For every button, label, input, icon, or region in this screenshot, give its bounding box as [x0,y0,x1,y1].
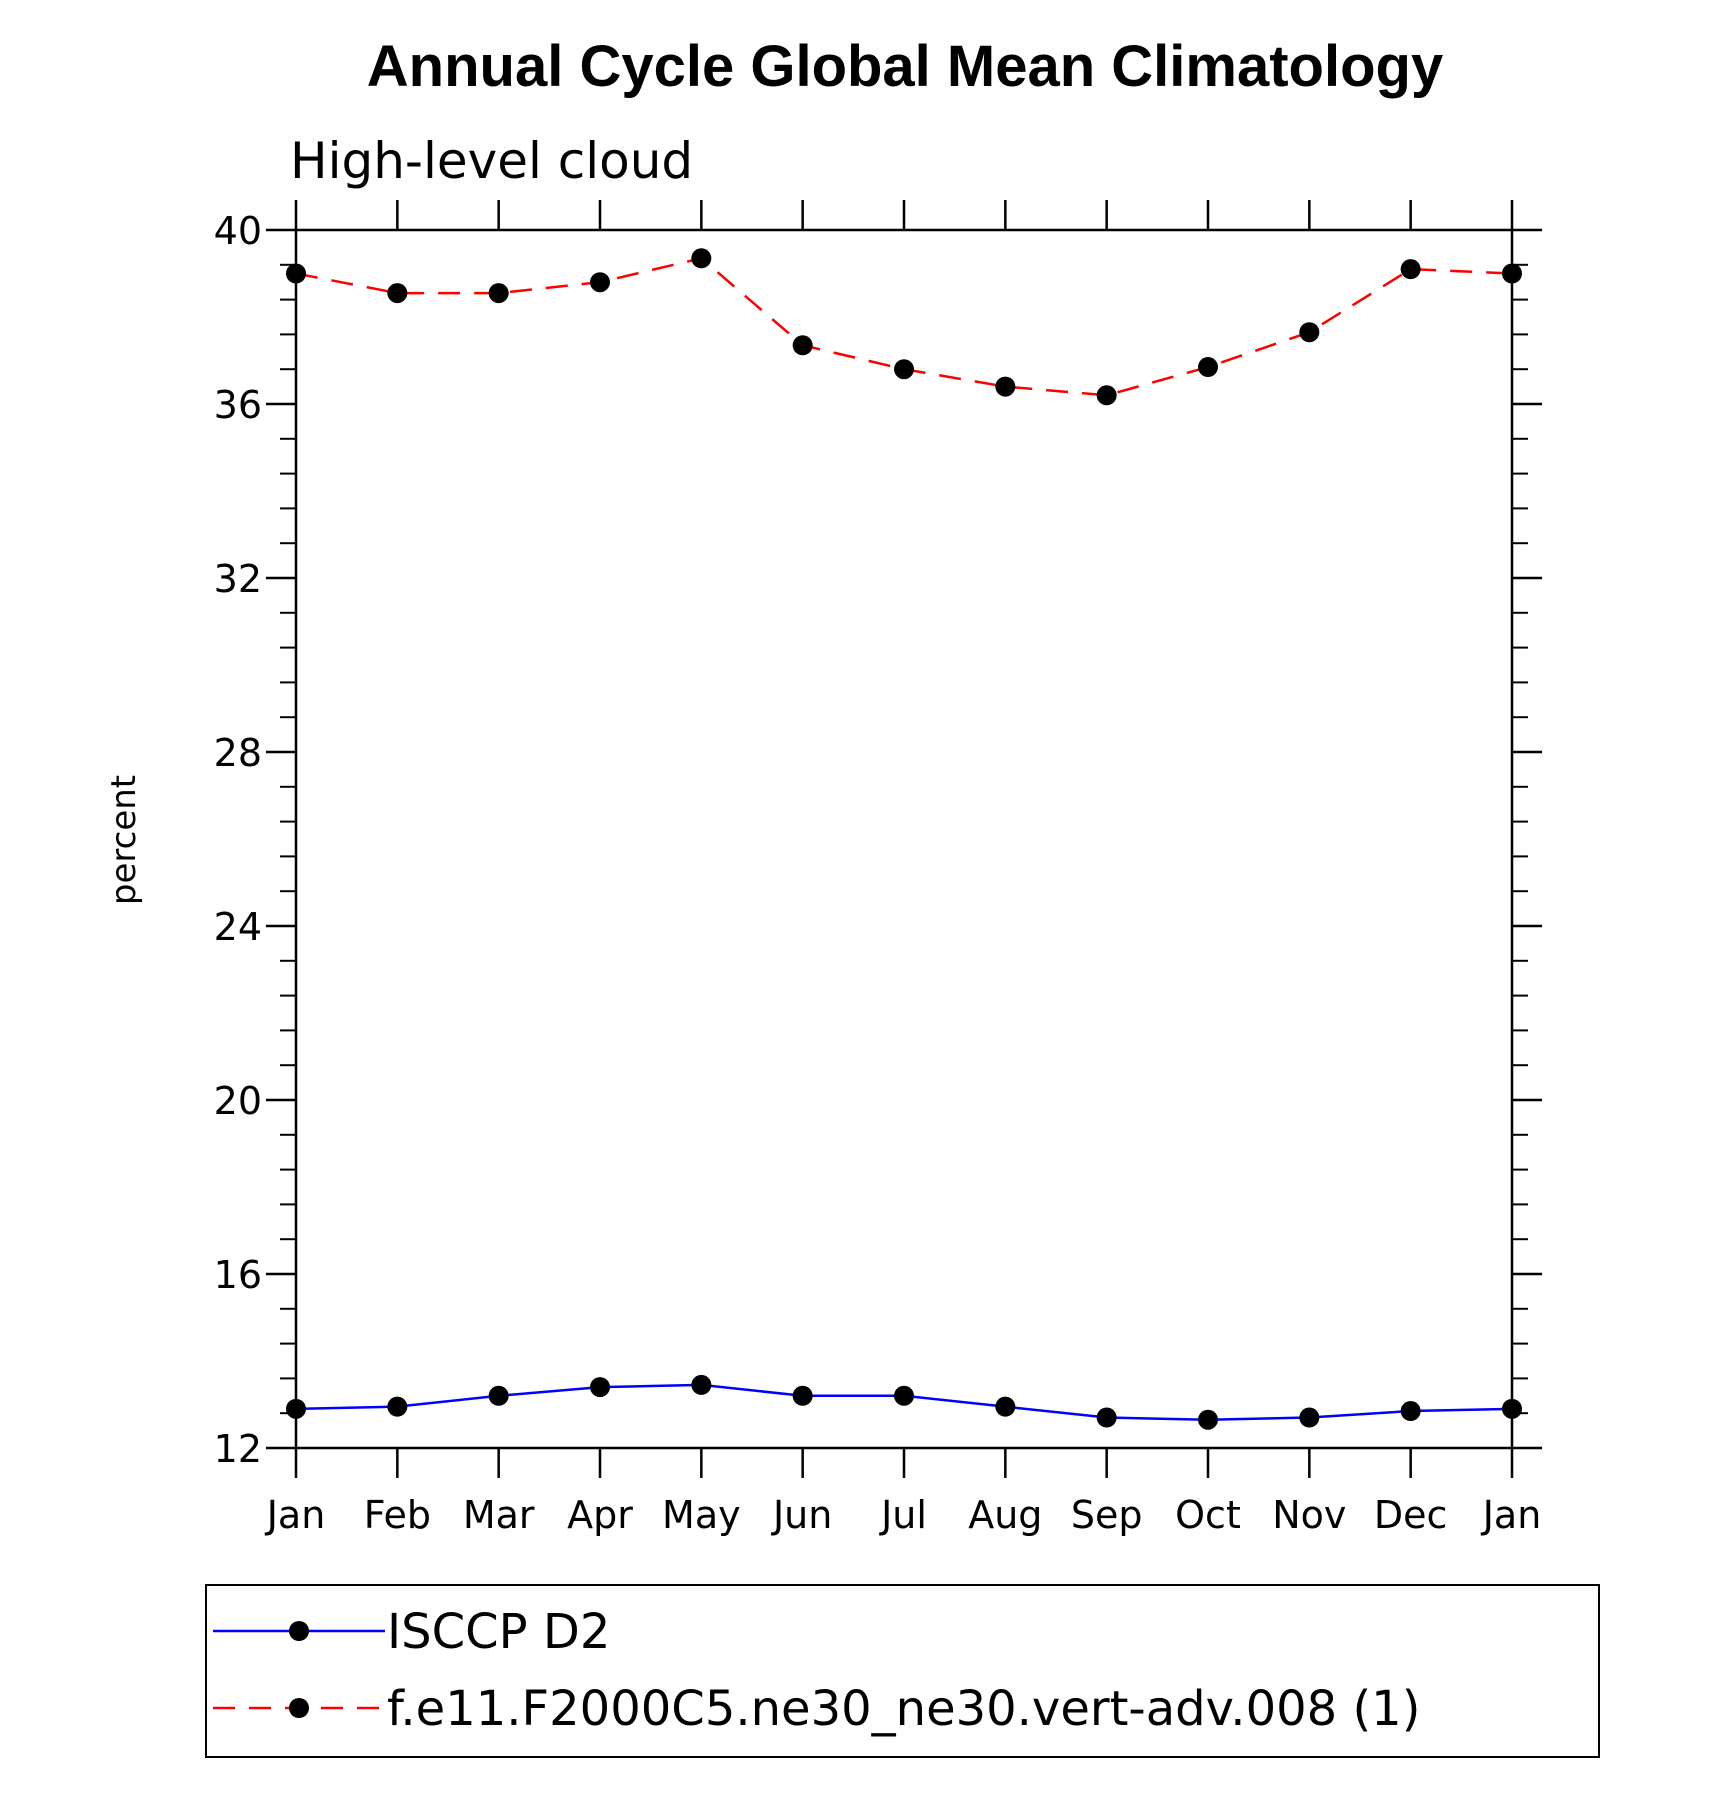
data-point-0-9 [1198,1409,1218,1430]
y-tick-label: 20 [214,1079,262,1123]
data-point-1-4 [691,248,712,269]
data-point-1-0 [286,263,306,284]
series-layer [286,248,1522,1430]
data-point-0-5 [792,1385,813,1406]
data-point-1-12 [1502,263,1522,284]
data-point-0-2 [488,1385,509,1406]
data-point-1-1 [387,283,408,304]
data-point-1-10 [1299,322,1320,343]
x-tick-label: Jan [265,1493,326,1537]
legend-box [205,1584,1600,1758]
chart-subtitle: High-level cloud [290,132,693,190]
y-tick-label: 16 [214,1253,262,1297]
x-tick-label: Jan [1481,1493,1542,1537]
data-point-1-8 [1096,385,1117,406]
legend-marker-0 [289,1621,309,1641]
axes: 12 16 20 24 28 32 36 40 Jan Feb Mar Apr May Jun Jul Aug… [214,200,1542,1537]
y-tick-label: 32 [214,557,262,601]
data-point-1-3 [590,272,610,293]
x-tick-label: Jul [879,1493,927,1537]
data-point-0-7 [995,1396,1016,1417]
data-point-1-5 [792,335,813,356]
data-point-0-0 [286,1398,306,1419]
x-tick-label: Nov [1272,1493,1346,1537]
x-tick-label: Apr [567,1493,633,1537]
x-tick-label: Oct [1175,1493,1241,1537]
data-point-1-7 [995,376,1016,397]
legend-entry-0: ISCCP D2 [387,1604,610,1660]
data-point-0-4 [691,1374,712,1395]
legend-entry-1: f.e11.F2000C5.ne30_ne30.vert-adv.008 (1) [387,1681,1420,1737]
data-point-0-1 [387,1396,408,1417]
chart-title: Annual Cycle Global Mean Climatology [367,34,1443,99]
legend-marker-1 [289,1698,309,1718]
x-tick-label: Feb [364,1493,431,1537]
plot-frame [294,228,1514,1450]
data-point-0-12 [1502,1398,1522,1419]
x-tick-label: May [662,1493,741,1537]
x-tick-label: Jun [771,1493,832,1537]
y-tick-label: 28 [214,731,262,775]
x-tick-label: Mar [463,1493,535,1537]
data-point-1-11 [1400,259,1421,280]
x-tick-label: Sep [1071,1493,1143,1537]
data-point-1-9 [1198,357,1218,378]
y-tick-label: 24 [214,905,262,949]
data-point-0-6 [894,1385,914,1406]
data-point-0-8 [1096,1407,1117,1428]
x-tick-label: Aug [968,1493,1042,1537]
y-axis-label: percent [104,775,144,905]
y-tick-label: 12 [214,1427,262,1471]
data-point-0-3 [590,1377,610,1398]
y-tick-label: 36 [214,383,262,427]
x-tick-label: Dec [1374,1493,1448,1537]
y-tick-label: 40 [214,209,262,253]
legend: ISCCP D2 f.e11.F2000C5.ne30_ne30.vert-ad… [205,1584,1600,1758]
data-point-1-2 [488,283,509,304]
data-point-0-10 [1299,1407,1320,1428]
data-point-1-6 [894,359,914,380]
data-point-0-11 [1400,1401,1421,1422]
